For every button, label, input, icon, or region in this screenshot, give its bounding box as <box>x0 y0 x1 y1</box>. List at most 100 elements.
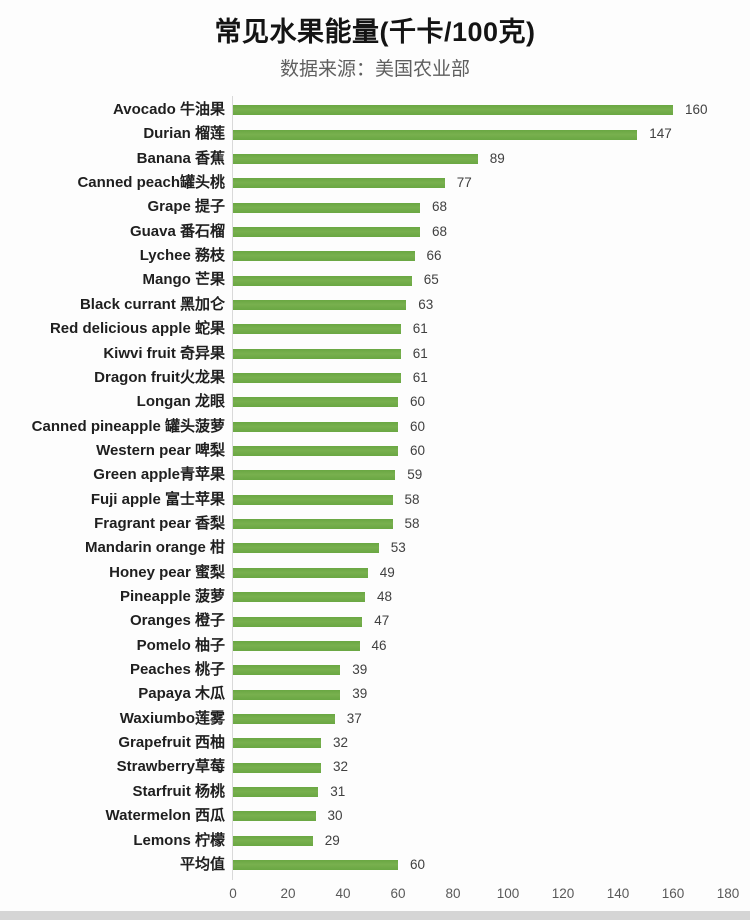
value-label: 65 <box>423 272 439 288</box>
category-label: Oranges 橙子 <box>129 612 225 630</box>
bar-row: Starfruit 杨桃 31 <box>0 780 750 804</box>
value-label: 30 <box>327 808 343 824</box>
category-label: Watermelon 西瓜 <box>105 807 225 825</box>
bar-row: Mandarin orange 柑 53 <box>0 536 750 560</box>
value-label: 61 <box>412 369 428 385</box>
bar <box>233 373 401 384</box>
bar-row: Grapefruit 西柚 32 <box>0 731 750 755</box>
value-label: 48 <box>377 589 393 604</box>
category-label: Papaya 木瓜 <box>138 685 225 703</box>
bar-row: Fuji apple 富士苹果 58 <box>0 488 750 512</box>
bar <box>233 592 365 603</box>
bar-row: Avocado 牛油果 160 <box>0 98 750 122</box>
x-axis-tick-label: 20 <box>280 886 296 901</box>
value-label: 39 <box>352 686 368 702</box>
bar <box>233 397 398 408</box>
value-label: 37 <box>346 710 362 726</box>
bar <box>233 275 412 286</box>
bar <box>233 299 407 310</box>
bar-row: Kiwvi fruit 奇异果 61 <box>0 342 750 366</box>
bar-row: Pineapple 菠萝 48 <box>0 585 750 609</box>
category-label: Canned peach罐头桃 <box>77 174 225 192</box>
bar-row: Banana 香蕉 89 <box>0 147 750 171</box>
bar-row: Red delicious apple 蛇果 61 <box>0 317 750 341</box>
bar <box>233 324 401 335</box>
bar <box>233 738 321 749</box>
category-label: Kiwvi fruit 奇异果 <box>103 344 225 362</box>
category-label: Durian 榴莲 <box>143 125 225 143</box>
bar-row: 平均值 60 <box>0 853 750 877</box>
bar-row: Waxiumbo莲雾 37 <box>0 707 750 731</box>
bar-row: Durian 榴莲 147 <box>0 122 750 146</box>
category-label: Canned pineapple 罐头菠萝 <box>31 417 225 435</box>
bar <box>233 446 398 457</box>
bar <box>233 226 420 237</box>
value-label: 61 <box>412 345 428 361</box>
bar <box>233 567 368 578</box>
bar <box>233 202 420 213</box>
x-axis: 0 20 40 60 80 100 120 140 160 180 <box>0 886 750 904</box>
bar-row: Mango 芒果 65 <box>0 268 750 292</box>
bar-row: Canned peach罐头桃 77 <box>0 171 750 195</box>
value-label: 60 <box>410 418 426 434</box>
value-label: 49 <box>379 564 395 580</box>
bar-row: Strawberry草莓 32 <box>0 755 750 779</box>
x-axis-tick-label: 160 <box>661 886 685 901</box>
bar <box>233 494 393 505</box>
category-label: Dragon fruit火龙果 <box>94 368 225 386</box>
value-label: 61 <box>412 321 428 337</box>
bar-row: Guava 番石榴 68 <box>0 220 750 244</box>
bar <box>233 178 445 189</box>
bar-chart-plot: Avocado 牛油果 160 Durian 榴莲 147 Banana 香蕉 89 Can… <box>0 96 750 880</box>
value-label: 147 <box>649 126 672 142</box>
chart-title: 常见水果能量(千卡/100克) <box>214 17 536 47</box>
bar-row: Canned pineapple 罐头菠萝 60 <box>0 415 750 439</box>
bar <box>233 153 478 164</box>
bar <box>233 713 335 724</box>
bar-row: Honey pear 蜜梨 49 <box>0 561 750 585</box>
bar <box>233 762 321 773</box>
category-label: Fragrant pear 香梨 <box>94 514 225 532</box>
bar <box>233 105 673 116</box>
value-label: 32 <box>333 759 349 775</box>
bar-row: Lychee 務枝 66 <box>0 244 750 268</box>
x-axis-tick-label: 100 <box>496 886 520 901</box>
x-axis-tick-label: 80 <box>445 886 461 901</box>
value-label: 60 <box>410 856 426 872</box>
bar <box>233 129 638 140</box>
value-label: 47 <box>374 613 390 629</box>
bar <box>233 689 341 700</box>
value-label: 160 <box>685 102 708 117</box>
x-axis-tick-label: 60 <box>390 886 406 901</box>
category-label: Green apple青苹果 <box>93 466 225 484</box>
bar <box>233 616 363 627</box>
bar <box>233 348 401 359</box>
category-label: Waxiumbo莲雾 <box>119 709 225 727</box>
bar <box>233 421 398 432</box>
chart-subtitle: 数据来源：美国农业部 <box>279 59 470 80</box>
bar-row: Watermelon 西瓜 30 <box>0 804 750 828</box>
category-label: Mandarin orange 柑 <box>84 539 225 557</box>
category-label: Peaches 桃子 <box>129 661 225 679</box>
category-label: Grapefruit 西柚 <box>118 734 225 752</box>
x-axis-tick-label: 140 <box>606 886 630 901</box>
category-label: Strawberry草莓 <box>116 758 225 776</box>
bar <box>233 519 393 530</box>
category-label: Black currant 黑加仑 <box>79 295 225 313</box>
category-label: Lychee 務枝 <box>139 247 225 265</box>
bar <box>233 860 398 871</box>
category-label: Starfruit 杨桃 <box>132 782 225 800</box>
value-label: 46 <box>371 637 387 653</box>
bar-row: Western pear 啤梨 60 <box>0 439 750 463</box>
category-label: Banana 香蕉 <box>136 149 225 167</box>
value-label: 89 <box>489 150 505 166</box>
bottom-edge-strip <box>0 911 750 920</box>
value-label: 29 <box>324 832 340 848</box>
value-label: 31 <box>330 783 346 799</box>
bar-row: Fragrant pear 香梨 58 <box>0 512 750 536</box>
bar <box>233 786 319 797</box>
value-label: 60 <box>410 442 426 458</box>
category-label: Lemons 柠檬 <box>133 831 225 849</box>
x-axis-tick-label: 120 <box>551 886 575 901</box>
